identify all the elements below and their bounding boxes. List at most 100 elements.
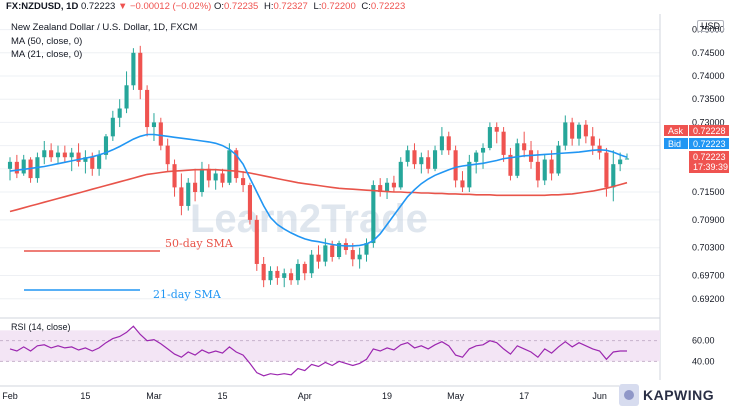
rsi-title[interactable]: RSI (14, close) [11, 322, 71, 332]
candle-body [549, 159, 554, 174]
candle [158, 117, 163, 151]
candle [62, 145, 67, 162]
bid-tag-bg [689, 138, 729, 149]
rsi-axis[interactable]: 60.00 40.00 [692, 336, 715, 367]
candle-body [426, 157, 431, 169]
candle [172, 159, 177, 197]
candle [439, 127, 444, 155]
candle-body [501, 131, 506, 155]
candle [611, 150, 616, 202]
sma-legend: 50-day SMA 21-day SMA [24, 237, 234, 301]
candle [42, 140, 47, 165]
candle [213, 168, 218, 190]
candle-body [624, 158, 630, 160]
last-price: 0.72223 [80, 1, 116, 12]
sma50-line [9, 168, 628, 213]
candle [405, 145, 410, 167]
candle [55, 145, 61, 165]
candle [193, 168, 198, 202]
candle [419, 152, 424, 174]
time-tick-label: Mar [146, 391, 162, 401]
time-tick-label: Feb [2, 391, 18, 401]
candle-body [165, 145, 170, 165]
kapwing-badge: KAPWING [619, 380, 737, 410]
time-tick-label: Apr [298, 391, 312, 401]
candle [268, 266, 273, 285]
sma21-line [9, 133, 628, 247]
candle-body [590, 136, 595, 146]
candle-body [145, 89, 150, 128]
candle [103, 134, 109, 160]
candle-body [97, 154, 102, 169]
low-value: 0.72200 [321, 1, 356, 12]
candle-body [268, 270, 273, 281]
candle [145, 85, 150, 137]
candle [515, 138, 520, 179]
candle-body [535, 161, 540, 181]
indicator-ma50[interactable]: MA (50, close, 0) [11, 36, 83, 47]
candle-body [398, 161, 403, 188]
currency-button[interactable]: USD [697, 20, 725, 32]
candle [446, 131, 451, 155]
high-value: 0.72327 [273, 1, 308, 12]
time-tick-label: 15 [218, 391, 228, 401]
candle-body [480, 147, 486, 153]
candle-body [138, 52, 143, 90]
kapwing-logo-icon [619, 384, 639, 406]
candle [186, 178, 191, 211]
candle-body [295, 263, 300, 281]
candle [21, 154, 26, 176]
chart-title: New Zealand Dollar / U.S. Dollar, 1D, FX… [11, 22, 198, 33]
indicator-ma21[interactable]: MA (21, close, 0) [11, 49, 83, 60]
candle [206, 164, 211, 188]
candle-body [522, 143, 527, 151]
candle-body [378, 185, 383, 193]
time-tick-label: 15 [80, 391, 90, 401]
candle [576, 122, 582, 146]
candle-body [254, 219, 259, 264]
candle [350, 243, 355, 267]
last-tag-bg [689, 151, 729, 173]
time-axis[interactable]: Feb 15 Mar 15 Apr 19 May 17 Jun [2, 391, 607, 401]
bid-tag-value: 0.72223 [693, 139, 726, 149]
candle-body [282, 273, 287, 278]
candle [282, 268, 287, 288]
bid-tag-label: Bid [668, 139, 681, 149]
price-tick-label: 0.73000 [692, 117, 725, 127]
price-tick-label: 0.73500 [692, 94, 725, 104]
candle-body [446, 136, 451, 151]
candle-body [453, 150, 458, 181]
rsi-band [0, 330, 660, 362]
candle-body [337, 243, 342, 257]
candle-body [220, 173, 225, 183]
candle-body [117, 108, 122, 118]
symbol: FX:NZDUSD, 1D [6, 1, 79, 12]
last-tag-value: 0.72223 [693, 152, 726, 162]
candle-body [391, 182, 396, 188]
candle [261, 256, 266, 288]
open-value: 0.72235 [224, 1, 259, 12]
candle [480, 143, 486, 169]
bid-tag-label-bg [664, 138, 688, 149]
countdown: 17:39:39 [693, 162, 728, 172]
rsi-tick-label: 60.00 [692, 336, 715, 346]
ask-tag-bg [689, 125, 729, 136]
candle-body [172, 164, 177, 188]
candle [316, 245, 321, 269]
candle [549, 150, 554, 181]
candle [364, 238, 369, 262]
candle [542, 154, 547, 186]
price-tick-label: 0.74000 [692, 71, 725, 81]
candle [7, 157, 13, 181]
candle-body [302, 263, 307, 274]
candle-body [186, 182, 191, 206]
candle [426, 150, 431, 174]
candle-body [227, 150, 232, 183]
candle-body [316, 254, 321, 262]
candle [151, 113, 157, 141]
candle [412, 143, 417, 169]
candle [117, 99, 122, 128]
ma-lines [9, 133, 628, 247]
candle [295, 259, 300, 285]
